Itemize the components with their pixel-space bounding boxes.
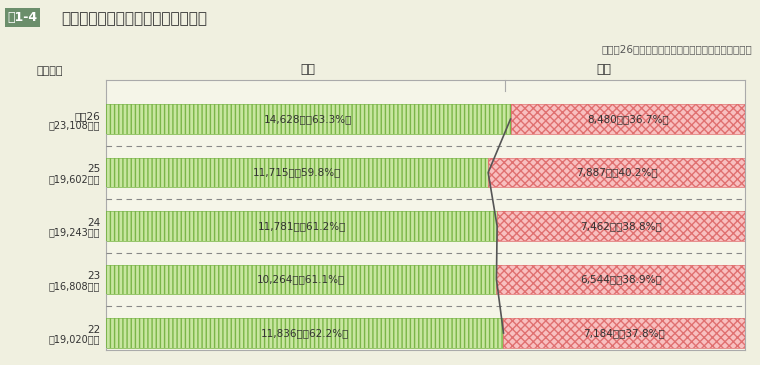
Bar (106, 158, 488, 187)
Text: 25: 25 (87, 164, 100, 174)
Text: （19,020人）: （19,020人） (49, 334, 100, 345)
Bar (488, 158, 745, 187)
Text: 8,480人（36.7%）: 8,480人（36.7%） (587, 114, 669, 124)
Text: 7,462人（38.8%）: 7,462人（38.8%） (580, 221, 662, 231)
Text: 11,781人（61.2%）: 11,781人（61.2%） (258, 221, 346, 231)
Bar (503, 318, 745, 348)
Text: （年度）: （年度） (36, 66, 62, 76)
Text: 22: 22 (87, 325, 100, 335)
Text: 24: 24 (87, 218, 100, 228)
Text: 23: 23 (87, 271, 100, 281)
Text: 男性: 男性 (300, 63, 315, 76)
Bar (488, 158, 745, 187)
Bar (511, 104, 745, 134)
Bar (511, 104, 745, 134)
Bar (496, 265, 745, 294)
Bar (106, 318, 503, 348)
Text: （19,243人）: （19,243人） (49, 227, 100, 238)
Text: 11,715人（59.8%）: 11,715人（59.8%） (253, 168, 341, 177)
Text: 図1-4: 図1-4 (8, 11, 38, 24)
Bar (106, 104, 511, 134)
Bar (503, 318, 745, 348)
Bar (497, 211, 745, 241)
Bar (497, 211, 745, 241)
Text: 14,628人（63.3%）: 14,628人（63.3%） (264, 114, 353, 124)
Bar (496, 265, 745, 294)
Bar (106, 211, 497, 241)
Bar (106, 104, 511, 134)
Bar (106, 158, 488, 187)
Text: （16,808人）: （16,808人） (49, 281, 100, 291)
Text: 6,544人（38.9%）: 6,544人（38.9%） (580, 274, 661, 285)
Bar (106, 265, 496, 294)
Text: （23,108人）: （23,108人） (49, 120, 100, 131)
Text: 平成26: 平成26 (74, 111, 100, 121)
Bar (106, 265, 496, 294)
Text: 7,184人（37.8%）: 7,184人（37.8%） (583, 328, 665, 338)
Bar (106, 211, 497, 241)
Text: （平成26年度一般職の国家公務員の任用状況調査）: （平成26年度一般職の国家公務員の任用状況調査） (602, 44, 752, 54)
Text: 女性: 女性 (597, 63, 612, 76)
Text: 最近５年間の採用者の男女別構成比: 最近５年間の採用者の男女別構成比 (61, 11, 207, 26)
Text: 7,887人（40.2%）: 7,887人（40.2%） (575, 168, 657, 177)
Bar (106, 318, 503, 348)
Text: （19,602人）: （19,602人） (49, 174, 100, 184)
Text: 11,836人（62.2%）: 11,836人（62.2%） (261, 328, 349, 338)
Text: 10,264人（61.1%）: 10,264人（61.1%） (258, 274, 346, 285)
